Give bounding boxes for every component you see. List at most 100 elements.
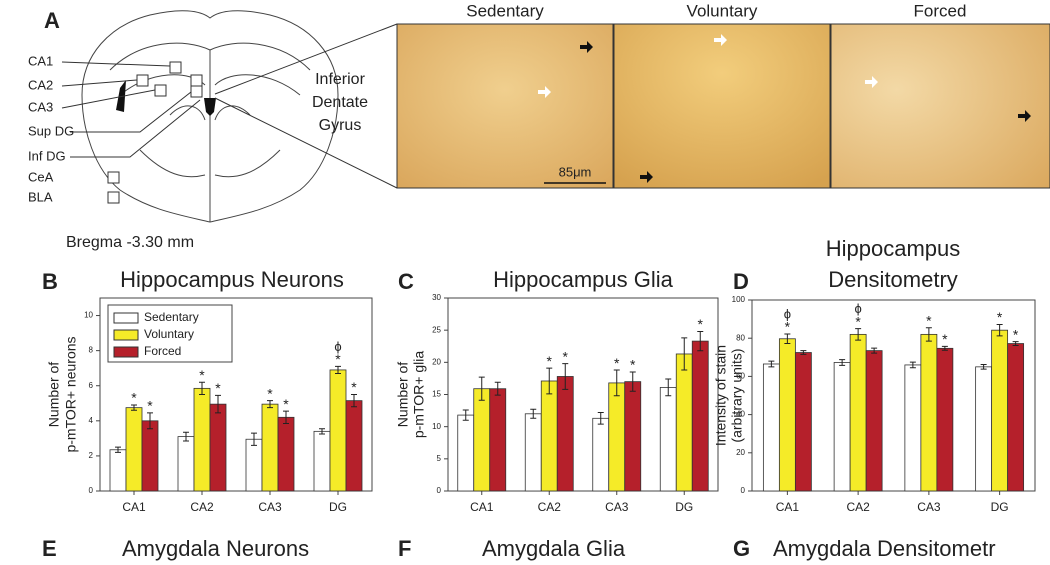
x-tick-label: CA3 [605, 500, 629, 514]
x-tick-label: CA2 [538, 500, 562, 514]
error-bar [478, 376, 485, 401]
y-tick-label: 10 [84, 311, 93, 320]
error-bar [215, 394, 221, 414]
significance-mark: * [351, 379, 357, 395]
legend-swatch [113, 346, 139, 358]
bar [849, 333, 867, 492]
y-tick-label: 10 [432, 422, 441, 431]
bar [659, 387, 677, 492]
region-label: Inf DG [28, 148, 66, 163]
x-tick-label: CA1 [776, 500, 800, 514]
error-bar [996, 323, 1003, 337]
bar [556, 376, 574, 492]
bar [608, 382, 626, 492]
y-tick-label: 4 [89, 416, 94, 425]
bar [540, 380, 558, 492]
error-bar [462, 409, 469, 421]
significance-mark: * [199, 367, 205, 383]
bar [329, 369, 347, 492]
y-tick-label: 20 [736, 448, 745, 457]
x-tick-label: DG [329, 500, 347, 514]
significance-mark: * [283, 396, 289, 412]
chart-title: Densitometry [828, 267, 958, 292]
bar [489, 388, 507, 492]
bar [762, 363, 780, 492]
legend-label: Forced [144, 344, 181, 358]
error-bar [351, 394, 357, 408]
y-tick-label: 20 [432, 357, 441, 366]
significance-mark: * [547, 353, 553, 369]
significance-mark: * [926, 312, 932, 328]
panel-letter: A [44, 8, 60, 33]
significance-mark: * [785, 319, 791, 335]
error-bar [546, 367, 553, 395]
bar [936, 347, 954, 492]
error-bar [562, 363, 569, 390]
significance-mark: * [563, 348, 569, 364]
error-bar [319, 428, 325, 435]
region-label: CA2 [28, 77, 53, 92]
bar [177, 436, 195, 492]
significance-mark: * [698, 316, 704, 332]
ventricle [204, 98, 216, 116]
error-bar [147, 412, 153, 430]
significance-mark: ϕ [334, 339, 341, 354]
y-axis-label: p-mTOR+ glia [411, 351, 427, 438]
error-bar [925, 327, 932, 342]
significance-mark: * [335, 351, 341, 367]
error-bar [1012, 341, 1019, 346]
panel-letter: C [398, 269, 414, 294]
significance-mark: * [630, 357, 636, 373]
panel-letter: D [733, 269, 749, 294]
x-tick-label: CA3 [917, 500, 941, 514]
inset-label: Inferior [315, 71, 365, 88]
x-tick-label: CA2 [190, 500, 214, 514]
bar [691, 340, 709, 492]
error-bar [335, 365, 341, 374]
error-bar [909, 361, 916, 369]
error-bar [283, 410, 289, 424]
micrograph [830, 23, 1050, 189]
image-title: Sedentary [466, 1, 544, 20]
error-bar [251, 432, 257, 446]
significance-mark: * [1013, 326, 1019, 342]
y-tick-label: 100 [732, 295, 746, 304]
bar [313, 430, 331, 492]
x-tick-label: DG [675, 500, 693, 514]
micrograph [613, 23, 831, 189]
bregma-label: Bregma -3.30 mm [66, 234, 194, 251]
scale-label: 85μm [559, 164, 592, 179]
error-bar [131, 404, 137, 411]
significance-mark: * [267, 385, 273, 401]
bar [920, 333, 938, 492]
y-tick-label: 15 [432, 390, 441, 399]
y-axis-label: Intensity of stain [713, 345, 729, 446]
brain-outline [81, 10, 339, 223]
panel-title: Amygdala Glia [482, 536, 626, 561]
significance-mark: * [215, 380, 221, 396]
panel-letter: G [733, 536, 750, 561]
error-bar [980, 364, 987, 370]
chart-title: Hippocampus Neurons [120, 267, 344, 292]
y-tick-label: 5 [437, 454, 442, 463]
y-axis-label: Number of [395, 362, 411, 427]
error-bar [871, 347, 878, 354]
y-axis-label: Number of [46, 362, 62, 427]
region-label: CA1 [28, 53, 53, 68]
arrows [538, 34, 1031, 183]
y-tick-label: 6 [89, 381, 94, 390]
inset-label: Gyrus [319, 117, 362, 134]
legend-label: Voluntary [144, 327, 194, 341]
panel-letter: F [398, 536, 411, 561]
error-bar [199, 381, 205, 395]
plot-frame [99, 297, 373, 492]
significance-mark: * [855, 313, 861, 329]
y-tick-label: 30 [432, 293, 441, 302]
bar [794, 352, 812, 492]
bar [865, 350, 883, 492]
panel-title: Amygdala Neurons [122, 536, 309, 561]
significance-mark: * [942, 331, 948, 347]
error-bar [784, 333, 791, 345]
error-bar [839, 359, 846, 366]
error-bar [629, 371, 636, 392]
